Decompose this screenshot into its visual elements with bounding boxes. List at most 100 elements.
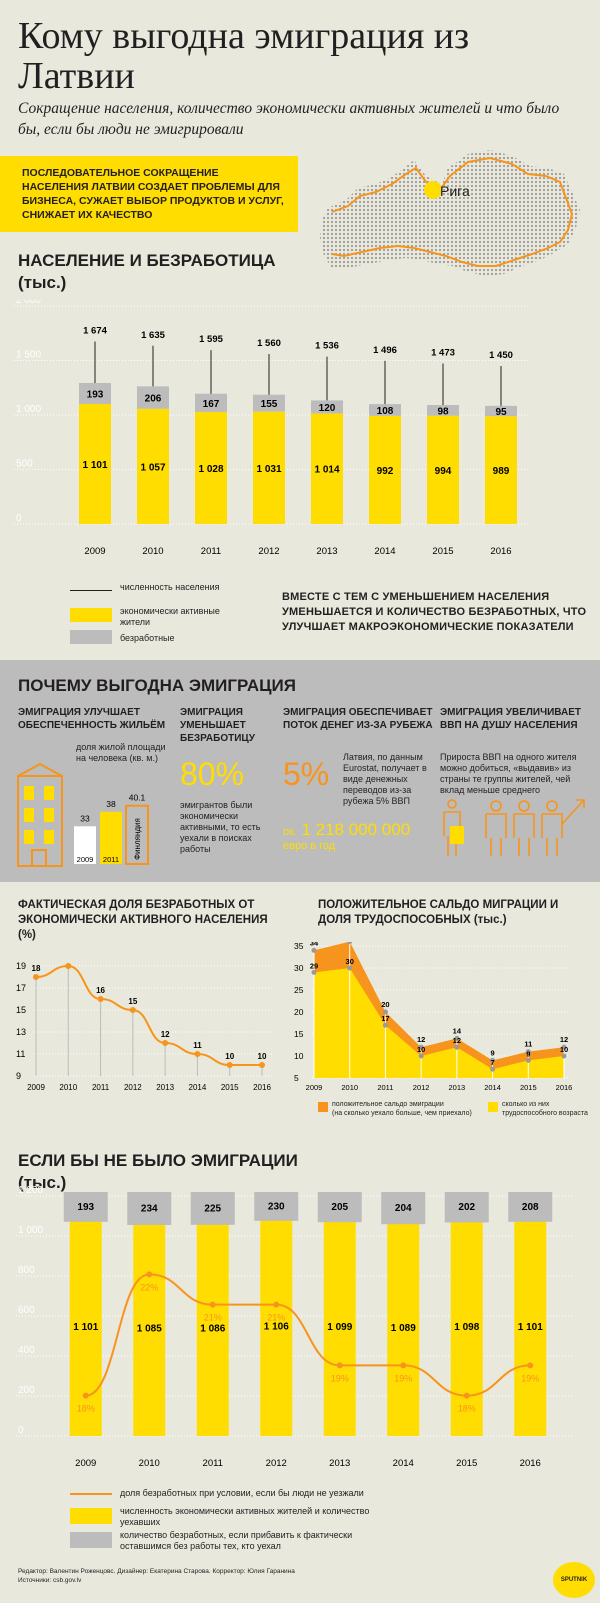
legend-yellow-swatch-2 (488, 1102, 498, 1112)
working-age-label: 9 (526, 1049, 530, 1058)
bar-active-4 (450, 1216, 483, 1436)
bar-unemployed-4 (127, 1192, 172, 1225)
x-tick-label: 2012 (413, 1083, 430, 1092)
housing-finland: Финляндия (133, 818, 142, 860)
active-label-4: 1 101 (73, 1322, 98, 1333)
hypothetical-rate-label: 21% (204, 1313, 222, 1323)
bar-active-4 (69, 1215, 102, 1436)
x-tick-label: 2015 (221, 1083, 239, 1092)
col2-pct: 80% (180, 756, 245, 792)
section4-title: Если бы не было эмиграции (тыс.) (18, 1151, 298, 1192)
y-tick-label: 1 000 (16, 404, 41, 415)
page-title: Кому выгодна эмиграция из Латвии (18, 15, 470, 97)
legend-unemployed: безработные (120, 633, 175, 643)
working-age-label: 30 (346, 957, 354, 966)
x-tick-label: 2010 (139, 1458, 160, 1469)
hypothetical-rate-label: 19% (331, 1373, 349, 1383)
bar-active (369, 415, 401, 524)
rate-point (194, 1051, 201, 1057)
col1-text: доля жилой площади на человека (кв. м.) (76, 742, 166, 763)
col3-pct: 5% (283, 756, 330, 792)
x-tick-label: 2015 (432, 546, 453, 557)
data-label: 10 (225, 1052, 234, 1061)
active-label-4: 1 085 (137, 1324, 162, 1335)
active-label: 994 (435, 466, 452, 477)
legend4-yellow-swatch (70, 1508, 112, 1524)
hypothetical-rate-label: 19% (521, 1373, 539, 1383)
bar-active-4 (387, 1218, 420, 1436)
bar-unemployed (137, 386, 169, 409)
y-tick-label: 200 (18, 1385, 35, 1396)
no-emigration-chart: 0 200 400 600 800 1 000 1 200 193 1 101 2009 234 1 … (16, 1186, 574, 1469)
unemployment-rate-title: Фактическая доля безработных от экономич… (18, 899, 268, 941)
latvia-map: Рига (320, 150, 580, 276)
rate-point (259, 1062, 265, 1068)
active-label-4: 1 098 (454, 1322, 479, 1333)
unemployed-label: 193 (87, 389, 104, 400)
data-label: 16 (96, 986, 105, 995)
active-label-4: 1 101 (518, 1322, 543, 1333)
population-label: 1 473 (431, 347, 455, 358)
x-tick-label: 2015 (520, 1083, 537, 1092)
active-label: 989 (493, 466, 510, 477)
y-tick-label: 11 (16, 1049, 25, 1059)
y-tick-label: 17 (16, 983, 26, 993)
migration-point (311, 947, 317, 953)
hypothetical-rate-label: 21% (267, 1313, 285, 1323)
legend-gray-swatch (70, 630, 112, 644)
x-tick-label: 2009 (27, 1083, 45, 1092)
rate-line (35, 964, 262, 1066)
section1-title: Население и безработица (тыс.) (18, 251, 276, 292)
legend-orange-swatch (318, 1102, 328, 1112)
y-tick-label: 25 (294, 985, 304, 995)
legend4-line: доля безработных при условии, если бы лю… (120, 1488, 364, 1498)
population-label: 1 450 (489, 350, 513, 361)
bar-unemployed-4 (63, 1192, 108, 1222)
bar-active (137, 408, 169, 524)
housing-year: 2009 (77, 855, 94, 864)
unemployed-label-4: 193 (77, 1202, 94, 1213)
unemployed-label: 155 (261, 399, 278, 410)
housing-bar (74, 826, 96, 864)
housing-year: 2011 (103, 855, 119, 864)
migration-point (454, 1035, 460, 1041)
x-tick-label: 2009 (84, 546, 105, 557)
y-tick-label: 1 500 (16, 350, 41, 361)
bar-unemployed-4 (254, 1192, 299, 1221)
rate-point (129, 1007, 136, 1013)
working-age-point (525, 1057, 531, 1063)
sputnik-logo: SPUTNIK (553, 1562, 595, 1598)
working-age-point (490, 1066, 496, 1072)
hypothetical-rate-point (336, 1362, 343, 1369)
y-tick-label: 35 (294, 942, 304, 951)
hypothetical-rate-point (209, 1301, 216, 1308)
unemployed-label-4: 208 (522, 1202, 539, 1213)
y-tick-label: 15 (294, 1029, 304, 1039)
bar-active (427, 415, 459, 524)
migration-title: Положительное сальдо миграции и доля тру… (318, 899, 559, 926)
bar-unemployed (311, 400, 343, 414)
x-tick-label: 2010 (341, 1083, 358, 1092)
data-label: 11 (193, 1041, 202, 1050)
active-label-4: 1 099 (327, 1322, 352, 1333)
unemployed-label: 120 (319, 403, 336, 414)
active-label: 1 014 (314, 465, 339, 476)
population-label: 1 496 (373, 345, 397, 356)
x-tick-label: 2016 (253, 1083, 271, 1092)
bar-unemployed-4 (444, 1192, 489, 1223)
rate-point (97, 996, 104, 1002)
x-tick-label: 2009 (75, 1458, 96, 1469)
working-age-point (561, 1053, 567, 1059)
legend4-gray: количество безработных, если прибавить к… (120, 1530, 353, 1551)
x-tick-label: 2012 (258, 546, 279, 557)
population-label: 1 635 (141, 330, 165, 341)
data-label: 19 (64, 960, 73, 962)
rate-point (33, 974, 39, 980)
bar-active (253, 411, 285, 524)
migration-chart: 5101520253035342920093630201020172011121… (294, 942, 572, 1092)
housing-value: 40.1 (129, 793, 146, 803)
working-age-label: 7 (490, 1058, 494, 1067)
legend-yellow-text: сколько из них трудоспособного возраста (502, 1101, 588, 1117)
y-tick-label: 13 (16, 1027, 26, 1037)
migration-label: 9 (490, 1048, 494, 1057)
